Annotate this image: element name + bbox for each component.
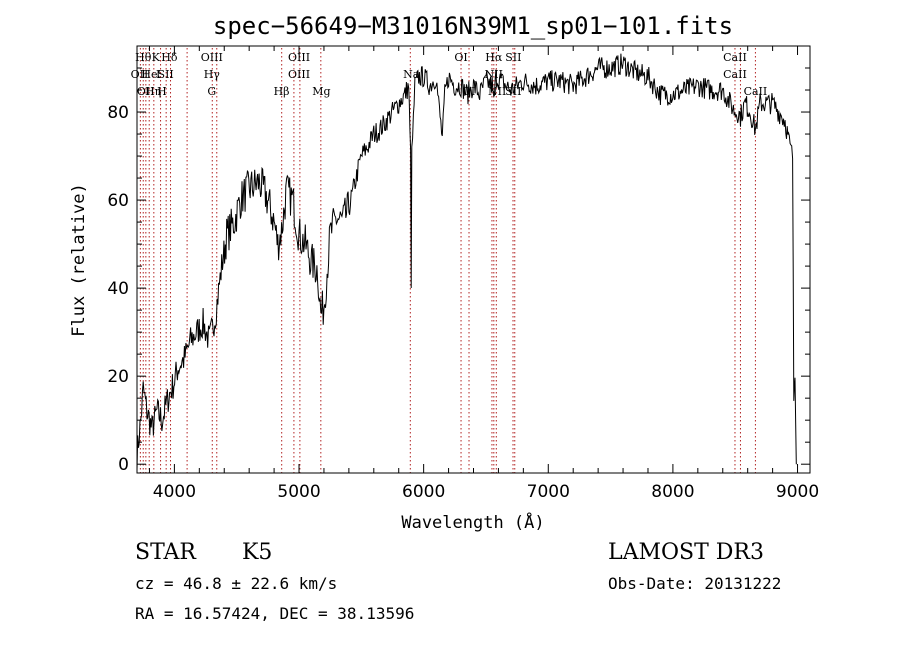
line-label: SII — [505, 51, 521, 64]
line-label: Hγ — [204, 68, 221, 81]
line-label: Mg — [312, 85, 330, 98]
line-label: NII — [485, 68, 503, 81]
x-tick-label: 5000 — [277, 482, 320, 502]
y-tick-label: 20 — [107, 367, 129, 387]
y-axis-title: Flux (relative) — [69, 183, 89, 337]
observation-date: Obs-Date: 20131222 — [608, 574, 782, 593]
y-tick-label: 80 — [107, 103, 129, 123]
line-label: He — [141, 68, 157, 81]
line-label: Hη — [145, 85, 161, 98]
line-label: H — [157, 85, 167, 98]
object-subclass: K5 — [242, 540, 273, 565]
line-label: Hα — [485, 51, 503, 64]
line-label: OI — [454, 51, 467, 64]
y-tick-label: 60 — [107, 191, 129, 211]
line-label: Hβ — [274, 85, 290, 98]
line-label: OII — [131, 68, 149, 81]
x-axis-title: Wavelength (Å) — [401, 511, 544, 533]
line-label: CaII — [723, 51, 747, 64]
x-tick-label: 7000 — [527, 482, 570, 502]
x-ticks: 4000 5000 6000 7000 8000 9000 — [148, 46, 819, 502]
redshift-cz: cz = 46.8 ± 22.6 km/s — [135, 574, 338, 593]
chart-title: spec−56649−M31016N39M1_sp01−101.fits — [213, 12, 733, 40]
spectrum-series-line — [136, 53, 797, 471]
line-label: SII — [158, 68, 174, 81]
line-label: CaII — [744, 85, 768, 98]
line-label: Hδ — [161, 51, 178, 64]
line-label: G — [207, 85, 216, 98]
x-tick-label: 8000 — [651, 482, 694, 502]
line-label: K — [152, 51, 161, 64]
plot-frame — [136, 45, 811, 474]
line-label: Hθ — [135, 51, 152, 64]
y-tick-label: 40 — [107, 279, 129, 299]
y-tick-label: 0 — [118, 455, 129, 475]
line-label: I — [156, 68, 160, 81]
y-ticks: 0 20 40 60 80 — [107, 67, 810, 475]
line-label: CaII — [723, 68, 747, 81]
x-tick-label: 4000 — [153, 482, 196, 502]
line-label: OII — [137, 85, 155, 98]
x-tick-label: 9000 — [776, 482, 819, 502]
line-markers — [139, 48, 756, 473]
survey-name: LAMOST DR3 — [608, 540, 764, 565]
x-tick-label: 6000 — [402, 482, 445, 502]
line-label: OIII — [288, 51, 310, 64]
line-label: OIII — [288, 68, 310, 81]
line-label: OIII — [201, 51, 223, 64]
ra-dec-coordinates: RA = 16.57424, DEC = 38.13596 — [135, 604, 415, 623]
object-class: STAR — [135, 540, 196, 565]
